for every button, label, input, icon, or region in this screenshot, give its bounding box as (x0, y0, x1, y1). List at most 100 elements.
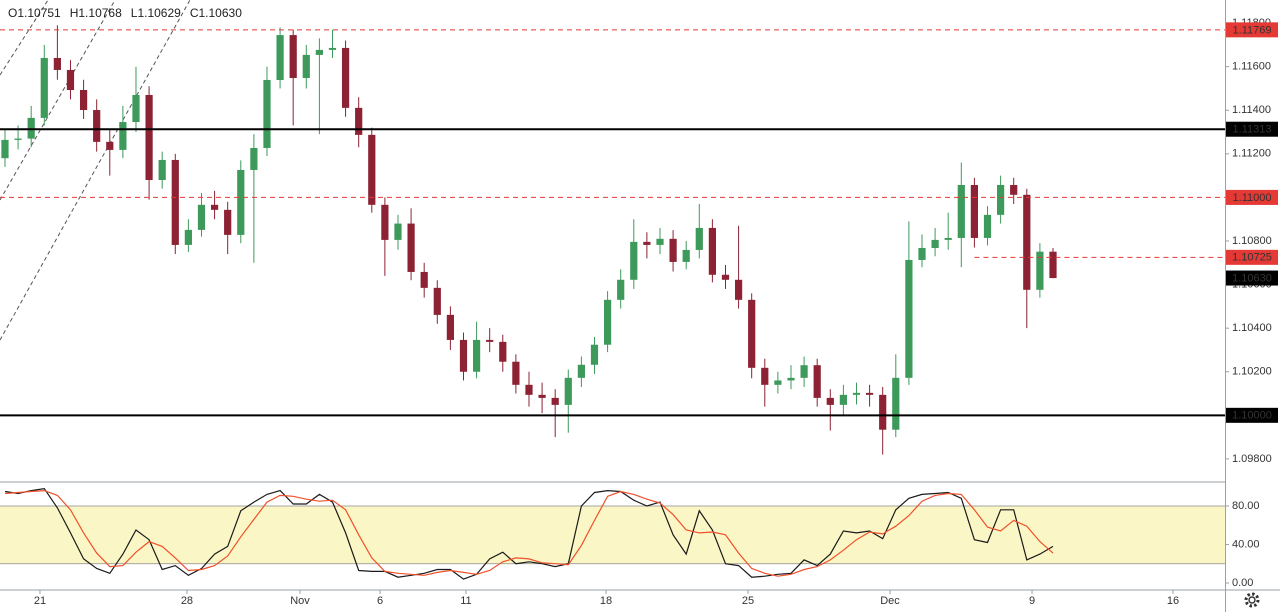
candle-body (708, 227, 716, 275)
candle-body (328, 47, 337, 50)
candle-body (538, 394, 546, 398)
oscillator-line (4, 489, 1054, 577)
candle-body (40, 57, 48, 118)
candle-body (302, 54, 310, 79)
y-tick-label: 40.00 (1232, 538, 1260, 550)
candle-body (774, 380, 782, 385)
candle-body (433, 287, 441, 315)
candle-body (237, 169, 245, 235)
candle-body (695, 227, 703, 250)
candle-body (577, 364, 585, 378)
y-tick-label: 1.11400 (1232, 104, 1271, 116)
candle-body (918, 247, 926, 260)
candle-body (315, 49, 323, 55)
trend-channel (0, 0, 191, 341)
candle-body (852, 392, 861, 395)
candle-body (721, 274, 730, 280)
y-tick-label: 1.11200 (1232, 148, 1271, 160)
candle-body (800, 365, 808, 378)
candle-body (119, 122, 127, 150)
gear-hub (1248, 596, 1256, 604)
candle-body (472, 339, 481, 372)
gear-teeth (1244, 592, 1260, 608)
ohlc-header: O1.10751 H1.10768 L1.10629 C1.10630 (8, 6, 242, 20)
candle-body (669, 238, 677, 262)
price-label-box (1226, 270, 1278, 286)
candle-body (420, 271, 428, 288)
candle-body (983, 214, 992, 238)
x-tick-label: 21 (34, 595, 46, 607)
channel-line (0, 0, 116, 201)
candle-body (617, 279, 625, 300)
candle-body (826, 397, 834, 405)
candle-body (1023, 194, 1031, 290)
candle-body (381, 204, 389, 240)
y-tick-label: 80.00 (1232, 500, 1260, 512)
candle-body (341, 47, 350, 108)
candle-body (197, 204, 206, 230)
band (0, 505, 1225, 564)
x-tick-label: 25 (742, 595, 754, 607)
price-label: 1.11313 (1233, 124, 1272, 136)
candle-body (459, 339, 468, 372)
candle-body (499, 341, 507, 362)
price-label: 1.11769 (1233, 24, 1272, 36)
candle-body (171, 159, 179, 245)
candle-body (905, 259, 913, 378)
candle-body (79, 89, 88, 111)
candle-body (734, 279, 743, 300)
candle-body (66, 69, 75, 90)
candle-body (210, 204, 219, 210)
candle-body (813, 365, 821, 398)
oscillator-line (4, 487, 1054, 580)
candle-body (748, 299, 756, 368)
candle-body (1, 139, 9, 159)
candle-body (250, 147, 258, 170)
candle-body (93, 110, 101, 142)
candle-body (14, 138, 22, 140)
candle-body (879, 394, 887, 430)
candle-body (996, 184, 1005, 215)
price-label-box (1226, 249, 1278, 265)
candle-body (1049, 251, 1057, 279)
candle-body (132, 95, 140, 123)
price-label: 1.11000 (1233, 192, 1272, 204)
y-tick-label: 1.11600 (1232, 61, 1271, 73)
candle-body (603, 299, 612, 345)
candle-body (394, 223, 402, 240)
candle-body (276, 35, 284, 80)
candle-body (564, 377, 572, 405)
y-tick-label: 1.10400 (1232, 322, 1272, 334)
candle-body (106, 141, 114, 150)
candle-body (892, 377, 900, 430)
price-label: 1.10630 (1232, 272, 1272, 284)
channel-line (0, 0, 191, 341)
price-label-box (1226, 121, 1278, 137)
plot-layer: 1.098001.100001.102001.104001.106001.108… (0, 17, 1278, 607)
price-label-box (1226, 22, 1278, 38)
ohlc-value: C1.10630 (190, 6, 242, 20)
y-tick-label: 0.00 (1232, 577, 1253, 589)
ohlc-value: L1.10629 (131, 6, 181, 20)
candle-body (761, 367, 769, 385)
settings-icon[interactable] (1244, 592, 1260, 608)
price-label: 1.10725 (1232, 252, 1272, 264)
candle-body (787, 377, 795, 381)
candle-body (486, 339, 494, 342)
x-tick-label: 9 (1029, 595, 1035, 607)
candle-body (970, 184, 978, 238)
candle-body (1010, 184, 1018, 195)
y-tick-label: 1.10200 (1232, 366, 1272, 378)
candle-body (53, 57, 61, 70)
price-label-box (1226, 189, 1278, 205)
candle-body (944, 237, 952, 240)
ohlc-value: O1.10751 (8, 6, 61, 20)
candle-body (551, 397, 559, 405)
candle-body (931, 239, 939, 248)
x-tick-label: 18 (600, 595, 612, 607)
candle-body (355, 107, 363, 135)
x-tick-label: 28 (181, 595, 193, 607)
